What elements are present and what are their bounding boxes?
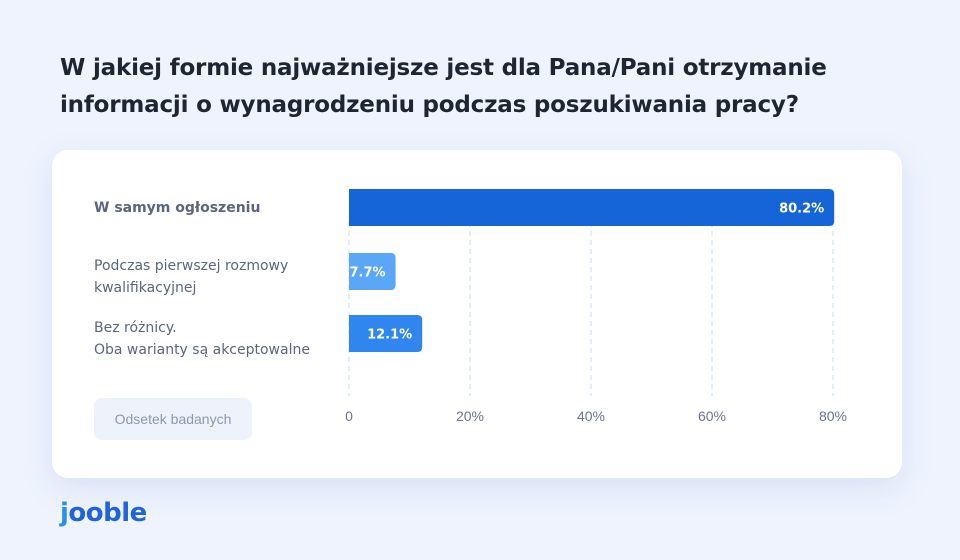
x-tick-label-40: 40%	[577, 408, 605, 424]
bar-1	[349, 189, 835, 226]
bar-value-label-1: 80.2%	[779, 202, 824, 217]
legend-box: Odsetek badanych	[94, 398, 252, 440]
category-label-3-line-2: Oba warianty są akceptowalne	[94, 342, 310, 358]
category-label-1-line-1: W samym ogłoszeniu	[94, 200, 261, 216]
x-tick-label-60: 60%	[698, 408, 726, 424]
x-tick-label-80: 80%	[819, 408, 847, 424]
logo-rest: ooble	[68, 498, 147, 528]
bar-value-label-2: 7.7%	[350, 266, 386, 281]
chart-title: W jakiej formie najważniejsze jest dla P…	[60, 55, 827, 118]
bar-value-label-3: 12.1%	[367, 328, 412, 343]
category-label-2-line-1: Podczas pierwszej rozmowy	[94, 258, 289, 274]
logo-j: j	[60, 498, 69, 528]
x-tick-label-20: 20%	[456, 408, 484, 424]
category-label-2: Podczas pierwszej rozmowy kwalifikacyjne…	[94, 255, 344, 299]
category-label-3: Bez różnicy. Oba warianty są akceptowaln…	[94, 317, 344, 361]
x-tick-label-0: 0	[345, 408, 353, 424]
category-label-1: W samym ogłoszeniu	[94, 197, 344, 219]
bar-plot: 0 20% 40% 60% 80% 80.2% 7.7% 12.1%	[345, 189, 847, 424]
category-label-3-line-1: Bez różnicy.	[94, 320, 177, 336]
bar-3	[349, 315, 423, 352]
jooble-logo: jooble	[60, 498, 147, 528]
bar-2	[349, 253, 396, 290]
category-label-2-line-2: kwalifikacyjnej	[94, 280, 197, 296]
chart-card: W samym ogłoszeniu Podczas pierwszej roz…	[52, 150, 902, 478]
